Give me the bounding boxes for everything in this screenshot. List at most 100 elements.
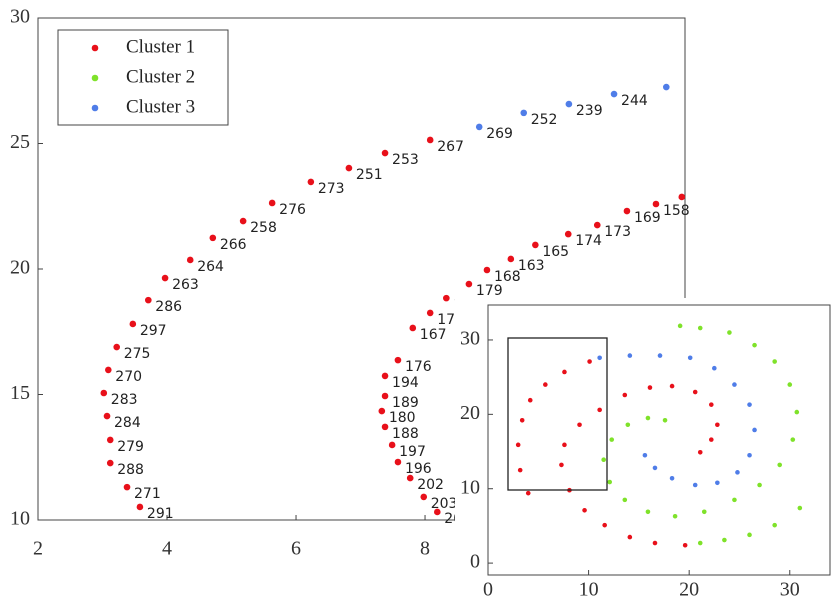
point <box>672 513 678 519</box>
point <box>697 325 703 331</box>
point <box>794 409 800 415</box>
point <box>622 497 628 503</box>
point-label: 288 <box>117 462 144 478</box>
point <box>669 383 675 389</box>
point <box>113 343 120 351</box>
point-label: 194 <box>392 375 419 391</box>
point-label: 267 <box>437 139 464 155</box>
point <box>701 509 707 515</box>
point <box>662 83 670 91</box>
point <box>106 436 114 444</box>
x-tick-label: 6 <box>291 538 301 560</box>
y-tick-label: 25 <box>10 131 30 153</box>
point-label: 176 <box>405 359 432 375</box>
point <box>669 476 675 481</box>
point <box>420 493 428 501</box>
y-tick-label: 15 <box>10 382 30 404</box>
point <box>562 369 567 375</box>
point <box>732 497 737 503</box>
point-label: 253 <box>392 152 419 168</box>
point-label: 174 <box>575 233 602 249</box>
point-label: 197 <box>399 444 426 460</box>
point <box>161 274 169 282</box>
point <box>790 437 796 442</box>
x-tick-label: 0 <box>483 579 493 601</box>
point <box>597 407 602 413</box>
point-label: 258 <box>250 220 277 236</box>
point <box>520 109 528 117</box>
x-tick-label: 2 <box>33 538 43 560</box>
point <box>129 320 137 328</box>
point <box>610 90 618 98</box>
point <box>732 382 737 387</box>
point <box>642 452 648 458</box>
point <box>722 537 727 543</box>
point <box>443 294 450 302</box>
point-label: 189 <box>392 395 419 411</box>
inset-frame <box>487 304 831 576</box>
point-label: 196 <box>405 461 432 477</box>
point <box>517 467 523 473</box>
point-label: 179 <box>476 283 503 299</box>
point <box>601 457 606 463</box>
point <box>662 417 668 423</box>
point-label: 264 <box>197 259 224 275</box>
point <box>527 397 533 403</box>
point <box>209 234 217 242</box>
point-label: 270 <box>115 369 142 385</box>
point <box>772 359 777 364</box>
point <box>106 459 114 467</box>
point-label: 283 <box>111 392 138 408</box>
point <box>426 309 434 317</box>
point <box>797 505 803 511</box>
point-label: 269 <box>486 126 513 142</box>
x-tick-label: 10 <box>579 579 599 601</box>
point <box>105 366 112 374</box>
main-plot: 2 4 6 8 10 15 20 25 30 291 271 288 279 284 283 270 275 29… <box>10 6 690 560</box>
point <box>388 441 396 449</box>
x-tick-label: 30 <box>780 579 800 601</box>
point <box>239 217 247 225</box>
point <box>623 207 631 215</box>
point <box>483 266 491 274</box>
legend-marker <box>91 44 99 52</box>
point <box>709 402 714 407</box>
x-tick-label: 20 <box>679 579 699 601</box>
point-label: 239 <box>576 103 603 119</box>
point <box>607 479 613 485</box>
point-label: 203 <box>431 496 458 512</box>
legend-label: Cluster 3 <box>126 96 195 117</box>
point-label: 286 <box>155 299 182 315</box>
point <box>378 407 386 415</box>
point <box>692 389 698 395</box>
point-label: 279 <box>117 439 144 455</box>
y-tick-label: 30 <box>10 6 30 28</box>
point-label: 188 <box>392 426 419 442</box>
point <box>787 382 793 387</box>
point <box>565 100 573 108</box>
y-tick-label: 10 <box>460 476 480 498</box>
point <box>381 423 389 431</box>
legend-label: Cluster 1 <box>126 36 195 57</box>
point <box>697 540 703 546</box>
point <box>757 482 762 488</box>
point <box>394 458 402 466</box>
point <box>381 372 389 380</box>
point <box>692 482 698 488</box>
point <box>677 323 683 329</box>
point <box>475 123 483 131</box>
point-label: 273 <box>318 181 345 197</box>
point <box>543 382 548 387</box>
point <box>652 540 658 546</box>
point <box>645 509 651 515</box>
legend-label: Cluster 2 <box>126 66 195 87</box>
point-label: 252 <box>531 112 558 128</box>
point <box>136 503 144 511</box>
point <box>507 255 515 263</box>
point-label: 291 <box>147 506 174 522</box>
point <box>645 415 651 421</box>
point <box>597 355 602 361</box>
point <box>647 385 653 390</box>
point <box>625 422 631 428</box>
point <box>727 330 732 335</box>
